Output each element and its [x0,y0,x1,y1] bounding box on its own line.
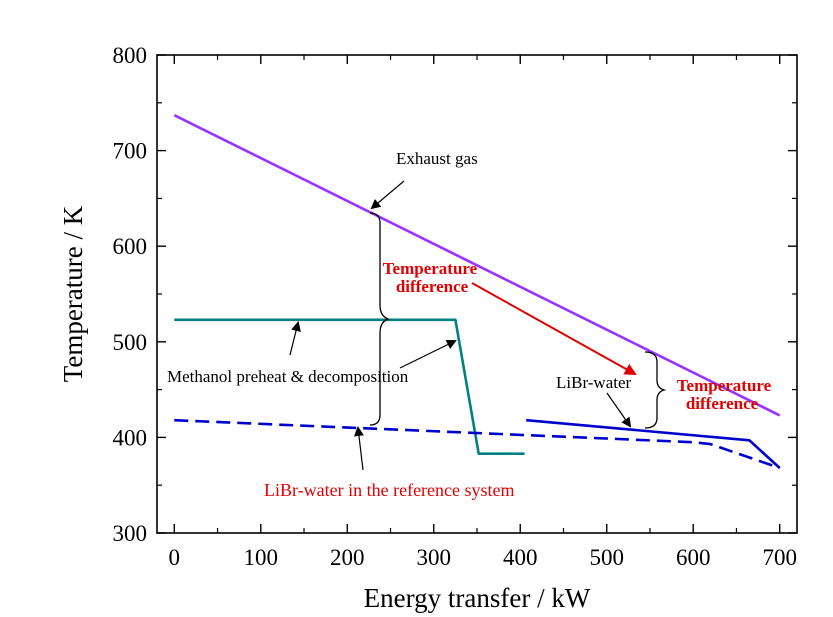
x-tick-label: 300 [417,545,452,570]
axis-ticks [157,54,797,534]
y-tick-label: 300 [113,521,148,546]
series-line-2 [526,418,781,469]
y-tick-label: 400 [113,425,148,450]
x-tick-label: 700 [762,545,797,570]
series-line-0 [173,114,781,417]
reference-libr-arrow [353,426,364,471]
exhaust-gas-arrow [370,180,405,210]
y-tick-label: 600 [113,234,148,259]
x-tick-label: 400 [503,545,538,570]
libr-water-arrow [606,392,632,428]
temperature-difference-brace-lower [644,351,667,429]
annotation-exhaust-gas: Exhaust gas [396,149,478,168]
y-axis-title: Temperature / K [58,205,88,382]
annotation-libr-water: LiBr-water [556,373,632,392]
x-tick-label: 200 [330,545,365,570]
x-tick-label: 100 [244,545,279,570]
series-line-3 [174,418,781,470]
x-tick-label: 600 [676,545,711,570]
y-tick-label: 500 [113,330,148,355]
annotation-libr-reference: LiBr-water in the reference system [264,480,515,500]
annotation-temperature-difference-1-line1: Temperature [383,259,478,278]
x-tick-label: 500 [589,545,624,570]
temperature-difference-brace-upper [369,212,390,426]
series-line-1 [174,318,525,456]
series-layer [173,114,781,470]
annotation-temperature-difference-2-line1: Temperature [677,376,772,395]
axis-tick-labels: 0 100 200 300 400 500 600 700 300 400 500 600 700 800 [113,43,797,570]
annotation-temperature-difference-2-line2: difference [686,394,759,413]
y-tick-label: 800 [113,43,148,68]
x-axis-title: Energy transfer / kW [364,583,591,613]
annotation-methanol: Methanol preheat & decomposition [167,367,409,386]
plot-frame [156,54,798,534]
methanol-arrow-right [399,340,457,369]
y-tick-label: 700 [113,139,148,164]
temperature-difference-red-arrow [471,282,637,375]
annotation-temperature-difference-1-line2: difference [396,277,469,296]
methanol-arrow-left [289,321,301,356]
x-tick-label: 0 [169,545,181,570]
